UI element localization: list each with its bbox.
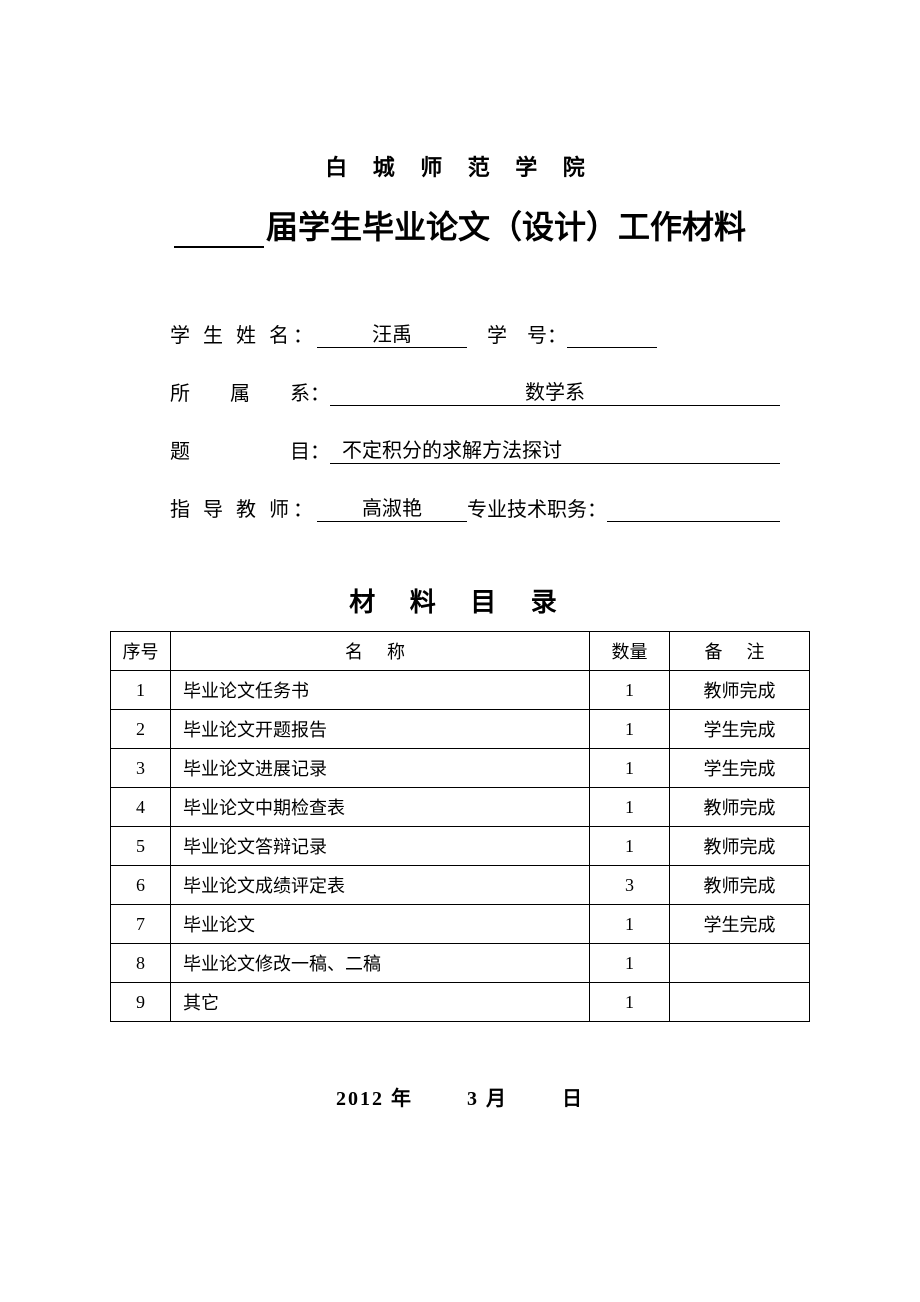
th-qty: 数量 (590, 632, 670, 671)
date-month-label: 月 (486, 1088, 508, 1110)
cell-seq: 3 (111, 749, 171, 788)
label-pro-title: 专业技术职务： (467, 493, 607, 522)
cell-seq: 8 (111, 944, 171, 983)
table-row: 2毕业论文开题报告1学生完成 (111, 710, 810, 749)
date-year: 2012 (336, 1088, 384, 1110)
title-blank-underline (174, 246, 264, 248)
cell-seq: 2 (111, 710, 171, 749)
cell-qty: 3 (590, 866, 670, 905)
label-topic: 题 目： (170, 435, 330, 464)
date-month: 3 (467, 1088, 479, 1110)
label-advisor: 指 导 教 师： (170, 493, 317, 522)
cell-note: 教师完成 (670, 827, 810, 866)
date-year-label: 年 (391, 1088, 413, 1110)
cell-note: 教师完成 (670, 788, 810, 827)
cell-qty: 1 (590, 671, 670, 710)
institution-name: 白 城 师 范 学 院 (110, 150, 810, 182)
cell-name: 其它 (171, 983, 590, 1022)
table-title: 材 料 目 录 (110, 582, 810, 619)
label-student-name: 学 生 姓 名： (170, 319, 317, 348)
table-row: 4毕业论文中期检查表1教师完成 (111, 788, 810, 827)
cell-note (670, 983, 810, 1022)
cell-name: 毕业论文任务书 (171, 671, 590, 710)
th-name: 名称 (171, 632, 590, 671)
th-seq: 序号 (111, 632, 171, 671)
cell-note: 学生完成 (670, 749, 810, 788)
cell-note: 学生完成 (670, 710, 810, 749)
row-advisor: 指 导 教 师： 高淑艳 专业技术职务： (170, 492, 780, 522)
cell-seq: 9 (111, 983, 171, 1022)
cell-seq: 6 (111, 866, 171, 905)
table-row: 3毕业论文进展记录1学生完成 (111, 749, 810, 788)
cell-qty: 1 (590, 905, 670, 944)
cell-name: 毕业论文成绩评定表 (171, 866, 590, 905)
th-note: 备注 (670, 632, 810, 671)
cell-qty: 1 (590, 749, 670, 788)
value-advisor: 高淑艳 (317, 492, 467, 522)
value-topic: 不定积分的求解方法探讨 (330, 434, 780, 464)
cell-seq: 5 (111, 827, 171, 866)
label-dept: 所 属 系： (170, 377, 330, 406)
cell-seq: 4 (111, 788, 171, 827)
table-row: 8毕业论文修改一稿、二稿1 (111, 944, 810, 983)
cell-qty: 1 (590, 827, 670, 866)
date-section: 2012 年 3 月 日 (110, 1082, 810, 1111)
cell-qty: 1 (590, 710, 670, 749)
materials-table: 序号 名称 数量 备注 1毕业论文任务书1教师完成2毕业论文开题报告1学生完成3… (110, 631, 810, 1022)
main-title: 届学生毕业论文（设计）工作材料 (110, 202, 810, 248)
cell-note: 教师完成 (670, 671, 810, 710)
cell-qty: 1 (590, 944, 670, 983)
date-day-label: 日 (562, 1088, 584, 1110)
title-suffix: 届学生毕业论文（设计）工作材料 (266, 209, 746, 245)
cell-name: 毕业论文修改一稿、二稿 (171, 944, 590, 983)
info-section: 学 生 姓 名： 汪禹 学 号： 所 属 系： 数学系 题 目： 不定积分的求解… (110, 318, 810, 522)
table-row: 1毕业论文任务书1教师完成 (111, 671, 810, 710)
row-student: 学 生 姓 名： 汪禹 学 号： (170, 318, 780, 348)
cell-qty: 1 (590, 788, 670, 827)
table-row: 5毕业论文答辩记录1教师完成 (111, 827, 810, 866)
cell-name: 毕业论文 (171, 905, 590, 944)
cell-seq: 7 (111, 905, 171, 944)
label-student-id: 学 号： (487, 319, 567, 348)
row-topic: 题 目： 不定积分的求解方法探讨 (170, 434, 780, 464)
cell-seq: 1 (111, 671, 171, 710)
cell-note: 教师完成 (670, 866, 810, 905)
cell-name: 毕业论文中期检查表 (171, 788, 590, 827)
table-header-row: 序号 名称 数量 备注 (111, 632, 810, 671)
cell-note (670, 944, 810, 983)
value-dept: 数学系 (330, 376, 780, 406)
cell-qty: 1 (590, 983, 670, 1022)
value-pro-title (607, 498, 780, 522)
value-student-name: 汪禹 (317, 318, 467, 348)
row-dept: 所 属 系： 数学系 (170, 376, 780, 406)
cell-name: 毕业论文答辩记录 (171, 827, 590, 866)
table-row: 9其它1 (111, 983, 810, 1022)
cell-note: 学生完成 (670, 905, 810, 944)
value-student-id (567, 324, 657, 348)
cell-name: 毕业论文进展记录 (171, 749, 590, 788)
table-row: 7毕业论文1学生完成 (111, 905, 810, 944)
cell-name: 毕业论文开题报告 (171, 710, 590, 749)
table-row: 6毕业论文成绩评定表3教师完成 (111, 866, 810, 905)
